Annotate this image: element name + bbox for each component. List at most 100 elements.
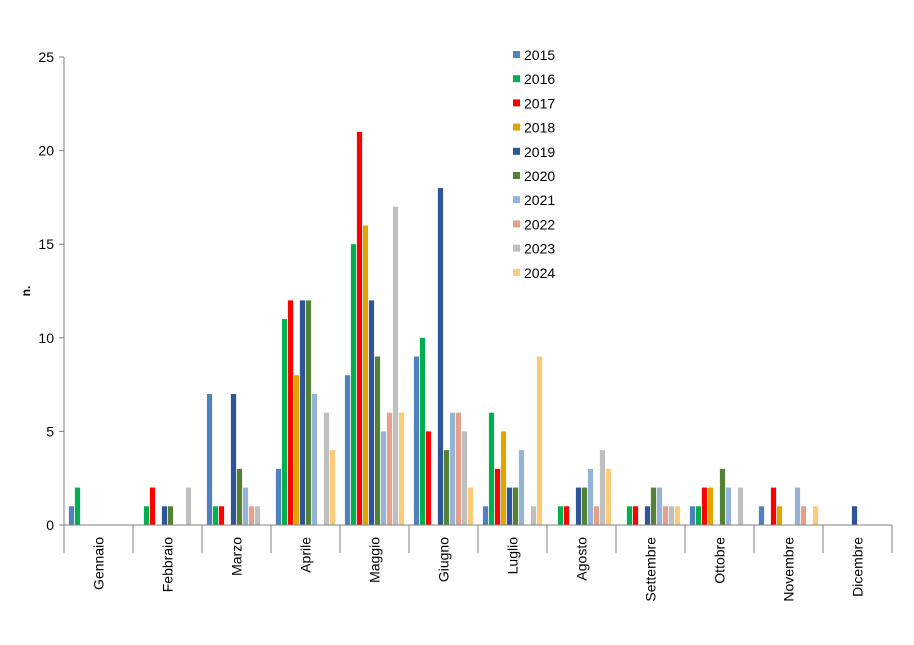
bar [530,506,537,525]
bar [794,487,801,525]
bar [212,506,219,525]
y-tick-label: 5 [46,423,54,439]
y-tick-label: 25 [38,49,54,65]
bar [701,487,708,525]
bar [587,468,594,525]
bar [74,487,81,525]
y-tick-label: 15 [38,236,54,252]
bar [380,431,387,525]
y-tick-label: 20 [38,143,54,159]
bar [851,506,858,525]
bar [449,412,456,525]
bar [248,506,255,525]
x-category-label: Novembre [781,537,797,602]
bar [506,487,513,525]
bar [218,506,225,525]
bar [311,393,318,525]
bar [275,468,282,525]
legend: 2015 2016 2017 2018 2019 2020 2021 2022 2023 2024 [513,47,555,281]
bar [668,506,675,525]
bar [329,450,336,525]
bar [230,393,237,525]
bar [719,468,726,525]
bar [254,506,261,525]
legend-swatch [513,147,520,155]
bar [518,450,525,525]
legend-label: 2023 [524,241,555,257]
bar [392,206,399,525]
legend-swatch [513,172,520,179]
legend-swatch [513,75,520,83]
bar [656,487,663,525]
bars-layer [68,131,858,526]
bar [323,412,330,525]
x-category-label: Giugno [436,537,452,582]
bar [242,487,249,525]
bar [206,393,213,525]
bar [413,356,420,525]
x-category-label: Gennaio [91,537,107,590]
bar [695,506,702,525]
bar [305,300,312,525]
legend-label: 2018 [524,120,555,136]
bar [287,300,294,525]
y-axis-title: n. [19,286,33,297]
bar [593,506,600,525]
x-category-label: Dicembre [850,537,866,597]
x-category-label: Ottobre [712,537,728,584]
bar [725,487,732,525]
bar [674,506,681,525]
legend-label: 2024 [524,265,555,281]
legend-label: 2020 [524,168,555,184]
bar [536,356,543,525]
bar [437,188,444,526]
bar [650,487,657,525]
bar [398,412,405,525]
bar [68,506,75,525]
legend-swatch [513,244,520,252]
bar [185,487,192,525]
bar [758,506,765,525]
x-category-label: Maggio [367,537,383,583]
bar [488,412,495,525]
bar [443,450,450,525]
legend-swatch [513,268,520,276]
bar [599,450,606,525]
legend-swatch [513,99,520,107]
bar [500,431,507,525]
x-category-label: Aprile [298,537,314,573]
y-tick-label: 0 [46,517,54,533]
bar [419,337,426,525]
bar [167,506,174,525]
bar [356,131,363,525]
bar [605,468,612,525]
legend-swatch [513,123,520,131]
bar [236,468,243,525]
bar [299,300,306,525]
legend-label: 2017 [524,95,555,111]
y-tick-label: 10 [38,330,54,346]
bar [143,506,150,525]
bar [350,244,357,525]
bar [557,506,564,525]
legend-label: 2022 [524,216,555,232]
bar [581,487,588,525]
x-category-label: Agosto [574,537,590,581]
bar [689,506,696,525]
legend-label: 2019 [524,144,555,160]
bar [626,506,633,525]
bar [632,506,639,525]
bar [812,506,819,525]
x-categories: Gennaio Febbraio Marzo Aprile Maggio Giugno Lu… [63,525,893,602]
bar [368,300,375,525]
bar [425,431,432,525]
axes-layer [63,57,892,526]
bar [374,356,381,525]
x-category-label: Settembre [643,537,659,602]
bar [770,487,777,525]
bar [455,412,462,525]
bar [512,487,519,525]
x-category-label: Febbraio [160,537,176,592]
